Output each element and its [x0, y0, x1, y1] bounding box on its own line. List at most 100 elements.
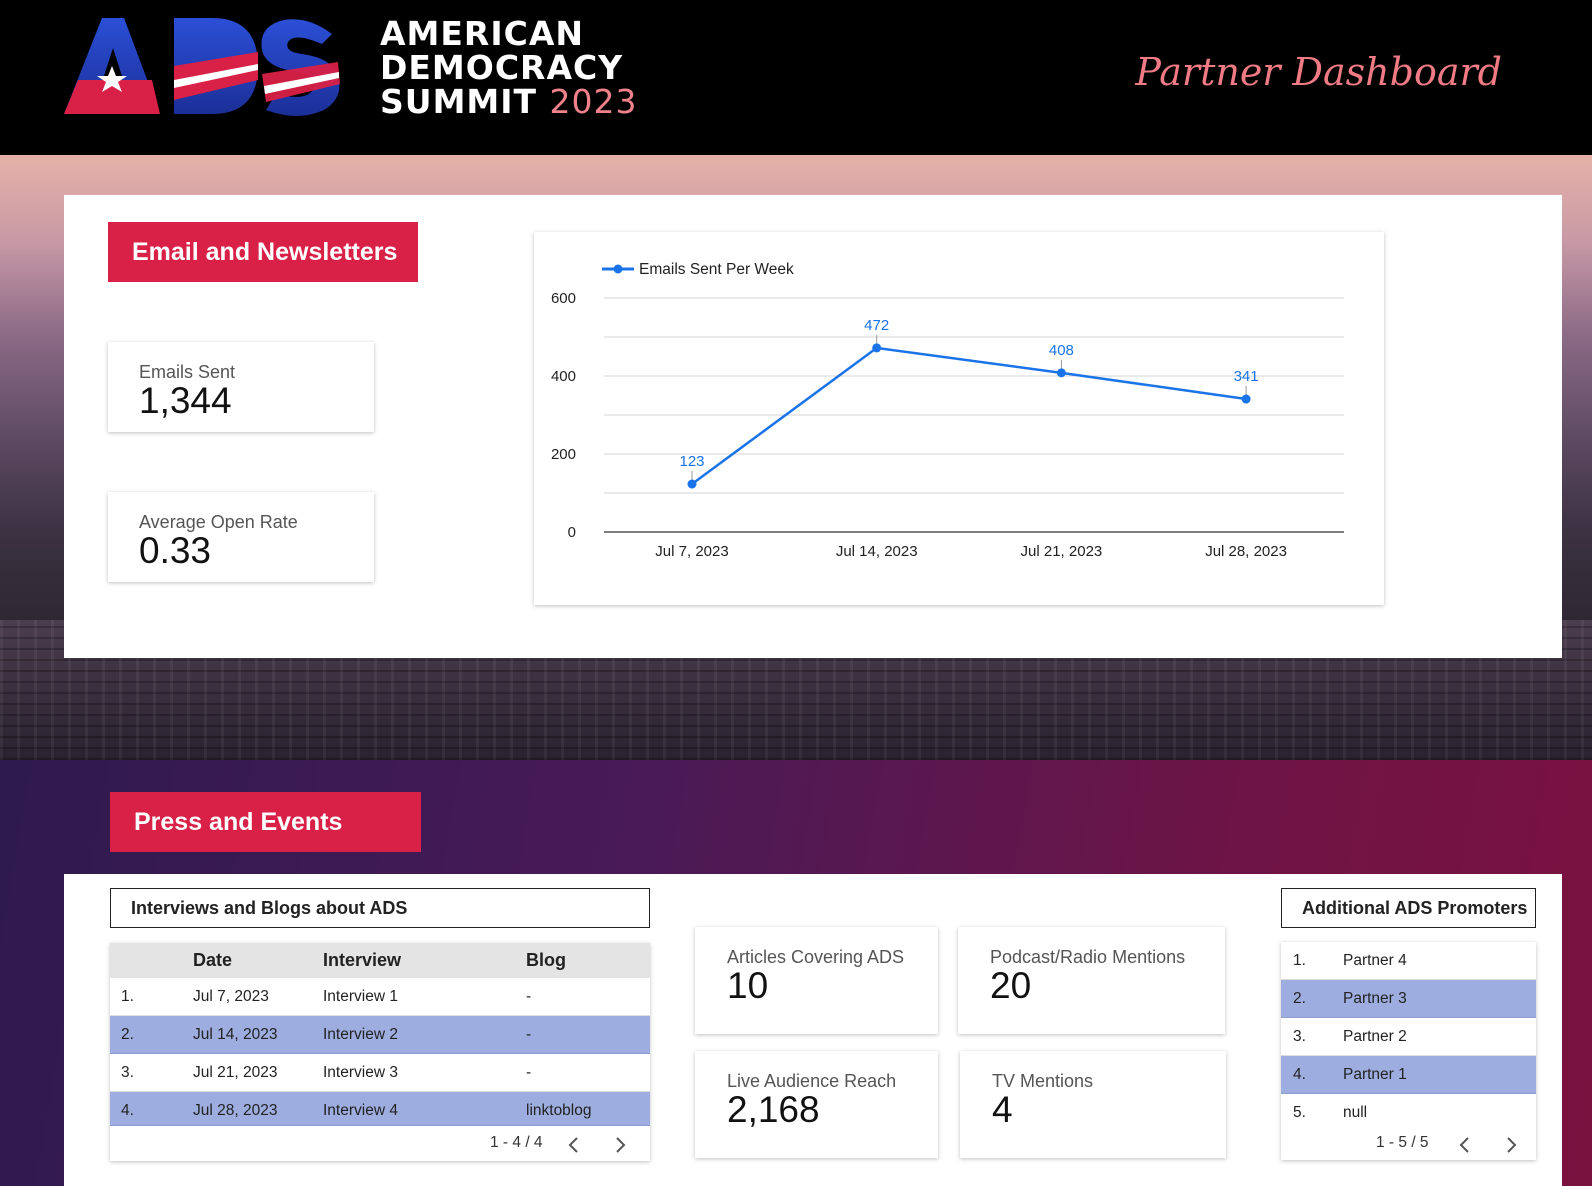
promoters-table: 1. Partner 4 2. Partner 3 3. Partner 2 4…	[1281, 942, 1536, 1160]
logo-line-2: DEMOCRACY	[380, 48, 624, 87]
press-section-badge: Press and Events	[110, 792, 421, 852]
table-header: Date Interview Blog	[110, 943, 650, 978]
legend-marker	[613, 264, 623, 274]
cell-partner: Partner 1	[1343, 1066, 1407, 1083]
data-label: 123	[679, 453, 704, 470]
cell-partner: Partner 2	[1343, 1028, 1407, 1045]
next-page-icon[interactable]	[610, 1135, 630, 1155]
interviews-table: Date Interview Blog 1. Jul 7, 2023 Inter…	[110, 943, 650, 1161]
line-chart: 0 200 400 600 Jul 7, 2023 Jul 14, 2023 Jul 21…	[551, 261, 1344, 560]
table-row[interactable]: 1. Jul 7, 2023 Interview 1 -	[110, 978, 650, 1016]
row-number: 1.	[1293, 952, 1306, 969]
kpi-articles-covering: Articles Covering ADS 10	[695, 927, 938, 1034]
table-row[interactable]: 4. Jul 28, 2023 Interview 4 linktoblog	[110, 1092, 650, 1126]
chart-y-ticks: 0 200 400 600	[551, 290, 576, 541]
promoters-table-title: Additional ADS Promoters	[1281, 888, 1536, 928]
pagination-label: 1 - 4 / 4	[490, 1134, 543, 1151]
data-point	[1241, 394, 1251, 404]
kpi-live-audience-reach: Live Audience Reach 2,168	[695, 1051, 938, 1158]
cell-blog: -	[526, 988, 532, 1005]
header-bar: AMERICAN DEMOCRACY SUMMIT 2023 Partner D…	[0, 0, 1592, 155]
cell-blog: -	[526, 1064, 532, 1081]
column-header-interview[interactable]: Interview	[323, 950, 402, 970]
row-number: 2.	[121, 1026, 134, 1043]
logo-summit: SUMMIT	[380, 82, 538, 121]
cell-partner: Partner 4	[1343, 952, 1407, 969]
kpi-label: TV Mentions	[992, 1071, 1094, 1091]
list-item[interactable]: 4. Partner 1	[1281, 1056, 1536, 1094]
cell-interview: Interview 3	[323, 1064, 398, 1081]
row-number: 3.	[121, 1064, 134, 1081]
pagination-label: 1 - 5 / 5	[1376, 1134, 1429, 1151]
column-header-date[interactable]: Date	[193, 950, 233, 970]
legend-label: Emails Sent Per Week	[639, 261, 794, 278]
cell-interview: Interview 1	[323, 988, 398, 1005]
kpi-podcast-radio-mentions: Podcast/Radio Mentions 20	[958, 927, 1225, 1034]
data-point	[687, 479, 697, 489]
logo-line-3: SUMMIT 2023	[380, 85, 638, 119]
kpi-tv-mentions: TV Mentions 4	[960, 1051, 1226, 1158]
row-number: 4.	[121, 1102, 134, 1119]
column-header-blog[interactable]: Blog	[526, 950, 566, 970]
cell-date: Jul 14, 2023	[193, 1026, 278, 1043]
kpi-label: Emails Sent	[139, 362, 236, 382]
list-item[interactable]: 5. null	[1281, 1094, 1536, 1132]
y-tick-label: 400	[551, 368, 576, 385]
x-tick-label: Jul 21, 2023	[1021, 543, 1103, 560]
kpi-label: Podcast/Radio Mentions	[990, 947, 1186, 967]
chart-series: 123 472 408 341	[679, 317, 1259, 489]
chart-grid	[604, 297, 1344, 533]
data-point	[872, 343, 882, 353]
kpi-value: 20	[990, 965, 1032, 1006]
next-page-icon[interactable]	[1501, 1135, 1521, 1155]
kpi-value: 1,344	[139, 380, 232, 421]
cell-date: Jul 7, 2023	[193, 988, 269, 1005]
data-label: 472	[864, 317, 889, 334]
kpi-average-open-rate: Average Open Rate 0.33	[108, 492, 374, 582]
cell-blog-link[interactable]: linktoblog	[526, 1102, 592, 1119]
x-tick-label: Jul 14, 2023	[836, 543, 918, 560]
interviews-table-title: Interviews and Blogs about ADS	[110, 888, 650, 928]
prev-page-icon[interactable]	[564, 1135, 584, 1155]
cell-partner: null	[1343, 1104, 1368, 1121]
table-row[interactable]: 3. Jul 21, 2023 Interview 3 -	[110, 1054, 650, 1092]
list-item[interactable]: 1. Partner 4	[1281, 942, 1536, 980]
prev-page-icon[interactable]	[1455, 1135, 1475, 1155]
page-title: Partner Dashboard	[1135, 50, 1502, 94]
x-tick-label: Jul 28, 2023	[1205, 543, 1287, 560]
data-label: 408	[1049, 342, 1074, 359]
kpi-value: 2,168	[727, 1089, 820, 1130]
kpi-emails-sent: Emails Sent 1,344	[108, 342, 374, 432]
y-tick-label: 600	[551, 290, 576, 307]
logo-line-1: AMERICAN	[380, 14, 584, 53]
cell-date: Jul 21, 2023	[193, 1064, 278, 1081]
row-number: 1.	[121, 988, 134, 1005]
cell-partner: Partner 3	[1343, 990, 1407, 1007]
series-line	[691, 346, 1247, 486]
y-tick-label: 0	[568, 524, 576, 541]
cell-interview: Interview 2	[323, 1026, 398, 1043]
row-number: 3.	[1293, 1028, 1306, 1045]
chart-legend[interactable]: Emails Sent Per Week	[602, 261, 794, 278]
data-point	[1056, 368, 1066, 378]
list-item[interactable]: 2. Partner 3	[1281, 980, 1536, 1018]
kpi-label: Articles Covering ADS	[727, 947, 905, 967]
cell-date: Jul 28, 2023	[193, 1102, 278, 1119]
row-number: 4.	[1293, 1066, 1306, 1083]
logo-year: 2023	[549, 82, 638, 121]
kpi-value: 4	[992, 1089, 1013, 1130]
row-number: 5.	[1293, 1104, 1306, 1121]
x-tick-label: Jul 7, 2023	[655, 543, 728, 560]
kpi-value: 10	[727, 965, 769, 1006]
chart-x-ticks: Jul 7, 2023 Jul 14, 2023 Jul 21, 2023 Jul 2…	[655, 543, 1287, 560]
kpi-value: 0.33	[139, 530, 212, 571]
emails-chart-card: 0 200 400 600 Jul 7, 2023 Jul 14, 2023 Jul 21…	[534, 232, 1384, 605]
kpi-label: Live Audience Reach	[727, 1071, 897, 1091]
row-number: 2.	[1293, 990, 1306, 1007]
table-row[interactable]: 2. Jul 14, 2023 Interview 2 -	[110, 1016, 650, 1054]
list-item[interactable]: 3. Partner 2	[1281, 1018, 1536, 1056]
email-section-badge: Email and Newsletters	[108, 222, 418, 282]
cell-blog: -	[526, 1026, 532, 1043]
y-tick-label: 200	[551, 446, 576, 463]
ads-logo-icon	[64, 18, 340, 116]
